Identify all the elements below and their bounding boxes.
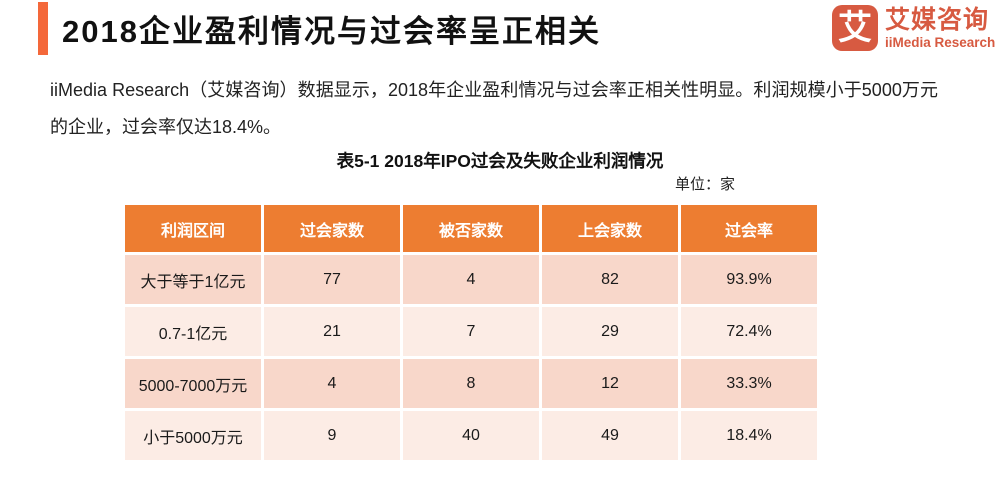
- summary-paragraph: iiMedia Research（艾媒咨询）数据显示，2018年企业盈利情况与过…: [50, 80, 938, 137]
- table-cell: 21: [264, 307, 400, 356]
- table-caption: 表5-1 2018年IPO过会及失败企业利润情况: [336, 151, 664, 171]
- table-cell: 18.4%: [681, 411, 817, 460]
- table-cell: 93.9%: [681, 255, 817, 304]
- unit-label: 单位：家: [675, 176, 736, 193]
- title-accent-bar: [38, 2, 48, 55]
- table-cell: 大于等于1亿元: [125, 255, 261, 304]
- table-cell: 5000-7000万元: [125, 359, 261, 408]
- logo-name-cn: 艾媒咨询: [885, 6, 990, 34]
- table-cell: 77: [264, 255, 400, 304]
- page-title: 2018企业盈利情况与过会率呈正相关: [62, 14, 601, 49]
- logo-text: 艾媒咨询 iiMedia Research: [885, 5, 995, 50]
- table-header-cell: 利润区间: [125, 205, 261, 252]
- table-cell: 4: [403, 255, 539, 304]
- table-cell: 8: [403, 359, 539, 408]
- table-cell: 49: [542, 411, 678, 460]
- table-cell: 82: [542, 255, 678, 304]
- table-cell: 29: [542, 307, 678, 356]
- iimedia-logo: 艾 艾媒咨询 iiMedia Research: [832, 5, 995, 51]
- table-cell: 0.7-1亿元: [125, 307, 261, 356]
- table-header-cell: 上会家数: [542, 205, 678, 252]
- table-cell: 72.4%: [681, 307, 817, 356]
- table-cell: 40: [403, 411, 539, 460]
- iimedia-logo-icon: 艾: [832, 5, 878, 51]
- table-cell: 7: [403, 307, 539, 356]
- table-header-cell: 被否家数: [403, 205, 539, 252]
- logo-name-en: iiMedia Research: [885, 35, 996, 50]
- table-cell: 33.3%: [681, 359, 817, 408]
- table-cell: 12: [542, 359, 678, 408]
- table-header-cell: 过会率: [681, 205, 817, 252]
- ipo-profit-table: 利润区间 过会家数 被否家数 上会家数 过会率 大于等于1亿元 77 4 82 93.9% 0.7-…: [125, 205, 817, 460]
- table-cell: 9: [264, 411, 400, 460]
- table-header-cell: 过会家数: [264, 205, 400, 252]
- table-cell: 小于5000万元: [125, 411, 261, 460]
- table-cell: 4: [264, 359, 400, 408]
